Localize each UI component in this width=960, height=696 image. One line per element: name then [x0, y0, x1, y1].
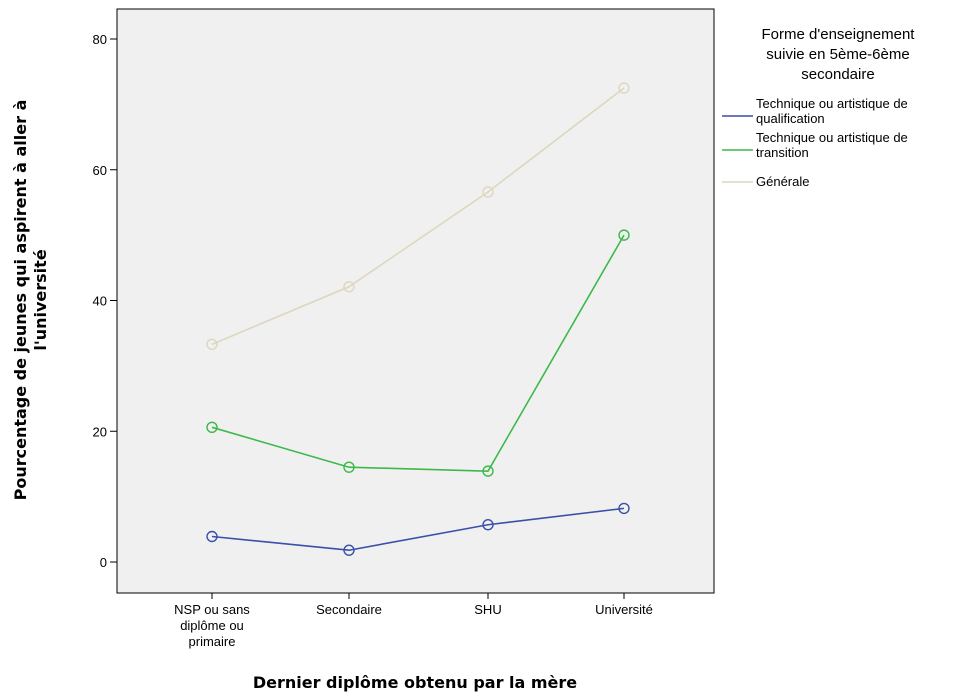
y-tick-label: 60	[93, 163, 107, 178]
legend-label-2: Générale	[756, 174, 809, 189]
series-line-1	[211, 234, 625, 472]
y-axis: 0 20 40 60 80	[93, 32, 117, 570]
data-point-2-0	[206, 338, 218, 351]
x-tick-label: Université	[595, 602, 653, 617]
legend-label-0: Technique ou artistique de	[756, 96, 908, 111]
y-tick-label: 40	[93, 294, 107, 309]
legend-title-line: secondaire	[801, 66, 874, 83]
x-tick-label: primaire	[189, 634, 236, 649]
data-point-1-0	[206, 421, 218, 434]
x-tick-label: NSP ou sans	[174, 602, 250, 617]
legend-label-1: transition	[756, 145, 809, 160]
data-point-0-2	[482, 519, 494, 531]
y-tick-label: 20	[93, 424, 107, 439]
y-axis-title-line: l'université	[31, 249, 50, 350]
data-point-1-2	[482, 465, 494, 477]
legend-label-0: qualification	[756, 111, 825, 126]
data-point-0-0	[206, 530, 218, 543]
series-line-0	[211, 507, 625, 552]
data-point-2-1	[343, 281, 355, 293]
y-axis-title: Pourcentage de jeunes qui aspirent à all…	[11, 100, 50, 501]
data-point-0-3	[618, 502, 630, 515]
data-point-2-2	[482, 186, 494, 198]
plot-area	[116, 8, 715, 594]
data-point-1-3	[618, 229, 630, 241]
series-line-2	[211, 87, 625, 346]
series-layer	[206, 82, 630, 556]
x-tick-label: diplôme ou	[180, 618, 244, 633]
y-tick-label: 0	[100, 555, 107, 570]
data-point-0-1	[343, 544, 355, 556]
x-axis-title: Dernier diplôme obtenu par la mère	[253, 673, 577, 692]
y-axis-title-line: Pourcentage de jeunes qui aspirent à all…	[11, 100, 30, 501]
legend-title-line: suivie en 5ème-6ème	[766, 46, 909, 63]
legend-title-line: Forme d'enseignement	[762, 26, 916, 43]
legend: Forme d'enseignement suivie en 5ème-6ème s…	[722, 26, 915, 189]
x-tick-label: Secondaire	[316, 602, 382, 617]
data-point-1-1	[343, 461, 355, 473]
legend-label-1: Technique ou artistique de	[756, 130, 908, 145]
x-tick-label: SHU	[474, 602, 501, 617]
y-tick-label: 80	[93, 32, 107, 47]
data-point-2-3	[618, 82, 630, 94]
